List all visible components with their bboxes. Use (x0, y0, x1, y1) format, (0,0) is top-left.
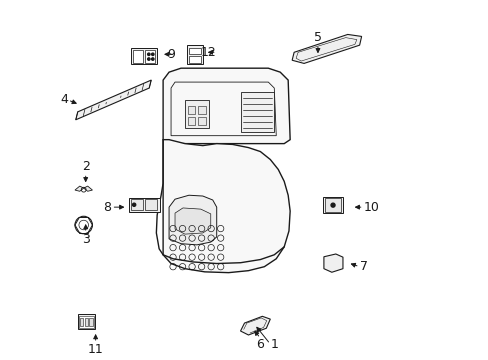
Bar (186, 45, 203, 64)
Bar (324, 198, 341, 212)
Text: 7: 7 (359, 260, 367, 273)
Circle shape (132, 203, 136, 206)
Bar (133, 50, 143, 63)
Bar (79, 316, 93, 328)
Circle shape (330, 203, 334, 207)
Bar (188, 106, 195, 114)
Bar (131, 199, 142, 210)
Text: 8: 8 (103, 201, 111, 213)
Text: 9: 9 (167, 48, 175, 61)
Text: 12: 12 (201, 46, 216, 59)
Polygon shape (184, 100, 208, 128)
Polygon shape (76, 80, 151, 120)
Polygon shape (296, 37, 356, 61)
Polygon shape (323, 254, 342, 272)
Bar (131, 48, 157, 64)
Bar (198, 106, 205, 114)
Polygon shape (291, 35, 361, 63)
Polygon shape (240, 316, 270, 335)
Polygon shape (171, 82, 276, 136)
Polygon shape (163, 68, 289, 144)
Text: 10: 10 (363, 201, 379, 213)
Bar (323, 197, 342, 213)
Bar (89, 318, 93, 326)
Bar (84, 318, 88, 326)
Text: 2: 2 (81, 161, 89, 174)
Bar (145, 199, 157, 210)
Circle shape (151, 58, 154, 60)
Bar (78, 314, 95, 329)
Text: 11: 11 (87, 343, 103, 356)
Polygon shape (169, 195, 216, 245)
Polygon shape (75, 186, 83, 191)
Text: 6: 6 (256, 338, 264, 351)
Text: 4: 4 (60, 94, 68, 107)
Text: 5: 5 (313, 31, 321, 44)
Circle shape (147, 53, 150, 55)
Bar (188, 56, 201, 63)
Circle shape (147, 58, 150, 60)
Polygon shape (83, 186, 92, 191)
Bar (188, 48, 201, 54)
Bar (188, 117, 195, 125)
Circle shape (151, 53, 154, 55)
Bar (129, 198, 160, 212)
Polygon shape (175, 208, 210, 234)
Bar (198, 117, 205, 125)
Text: 3: 3 (81, 233, 89, 246)
Text: 1: 1 (270, 338, 278, 351)
Polygon shape (240, 92, 274, 132)
Bar (80, 318, 83, 326)
Polygon shape (163, 140, 289, 273)
Bar (144, 50, 155, 63)
